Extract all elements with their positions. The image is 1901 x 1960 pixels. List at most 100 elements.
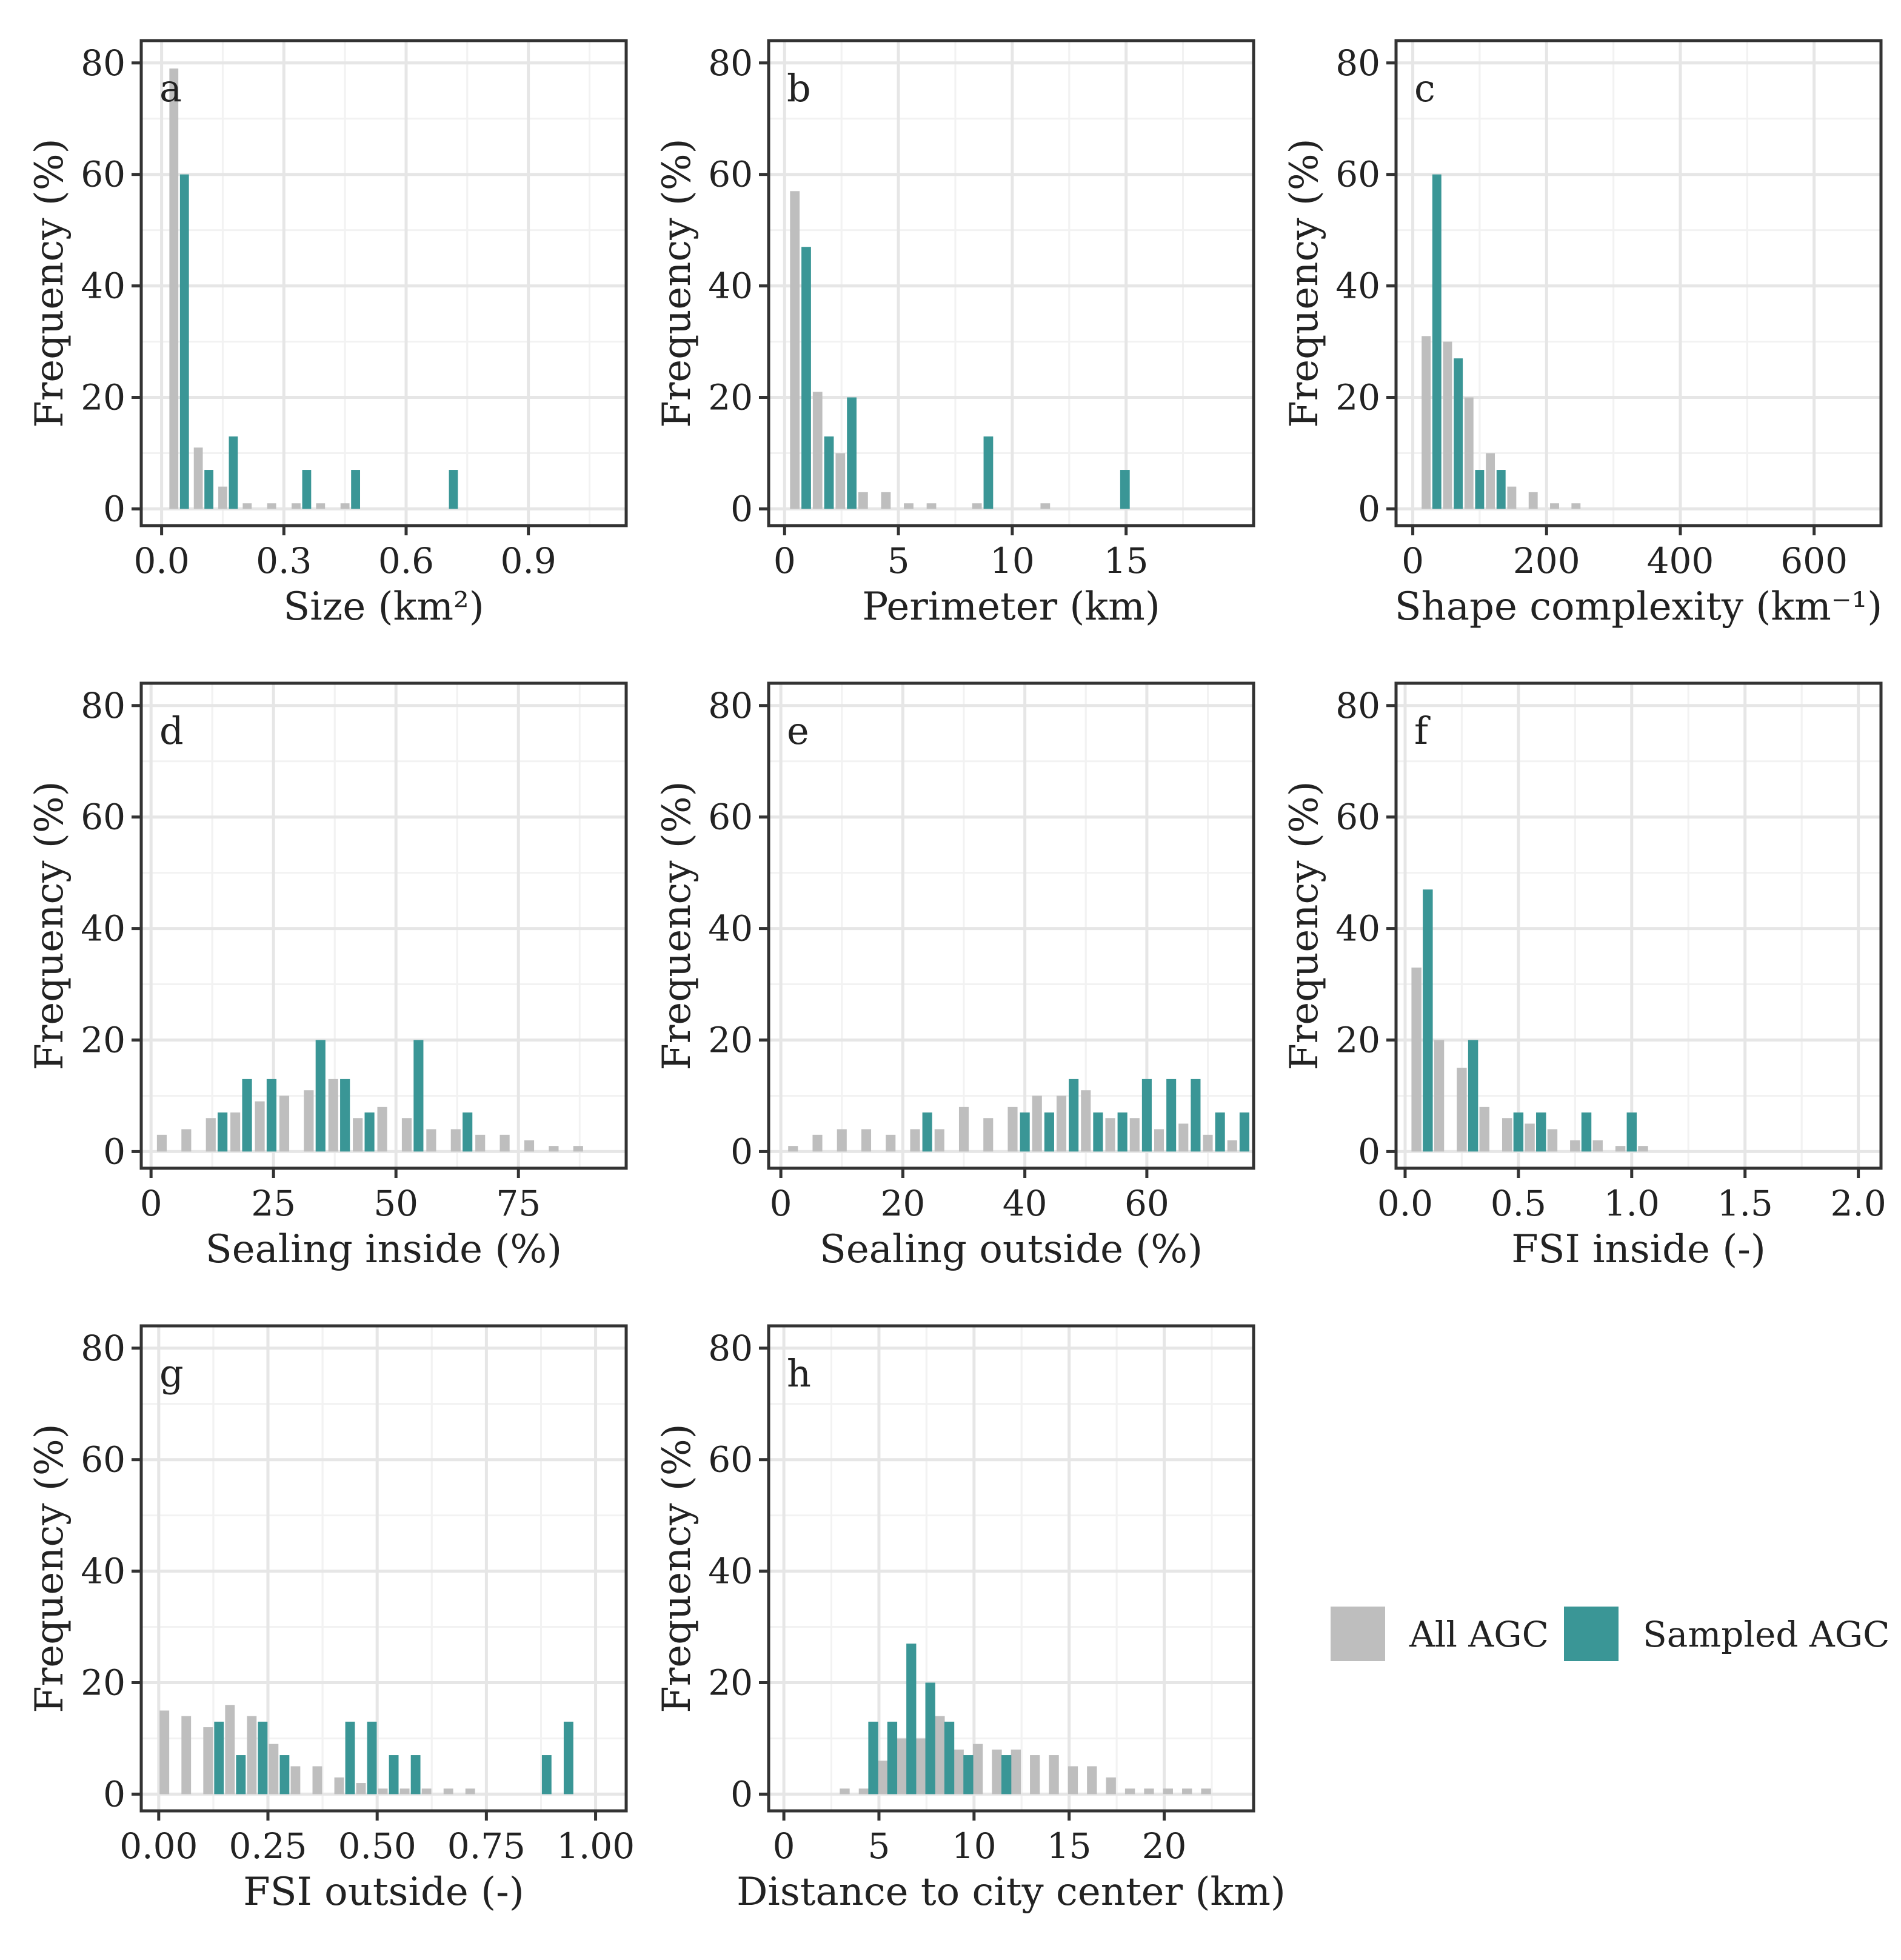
bar-sampled-agc — [389, 1755, 399, 1794]
bar-all-agc — [878, 1761, 888, 1794]
bar-all-agc — [858, 1788, 869, 1794]
bar-sampled-agc — [302, 470, 312, 509]
y-tick-label: 40 — [708, 1551, 753, 1592]
x-tick-label: 5 — [887, 540, 910, 581]
y-tick-label: 0 — [1358, 488, 1380, 529]
y-tick-label: 80 — [708, 1328, 753, 1369]
x-tick-label: 0.3 — [256, 540, 312, 581]
bar-all-agc — [1227, 1140, 1237, 1152]
bar-all-agc — [1592, 1140, 1603, 1152]
bar-all-agc — [1007, 1106, 1018, 1152]
panel-letter: h — [787, 1351, 811, 1396]
y-tick-label: 60 — [81, 1439, 125, 1480]
bar-all-agc — [328, 1079, 338, 1152]
bar-all-agc — [1030, 1755, 1040, 1794]
x-axis-title: FSI outside (-) — [243, 1870, 524, 1915]
bar-all-agc — [377, 1106, 387, 1152]
bar-sampled-agc — [1215, 1112, 1225, 1152]
bar-sampled-agc — [1626, 1112, 1637, 1152]
bar-all-agc — [1129, 1118, 1140, 1152]
x-axis-title: Distance to city center (km) — [737, 1870, 1286, 1915]
bar-all-agc — [401, 1118, 412, 1152]
y-tick-label: 60 — [1335, 154, 1380, 195]
x-tick-label: 15 — [1104, 540, 1149, 581]
legend-key-all-agc — [1331, 1607, 1385, 1661]
y-tick-label: 60 — [708, 154, 753, 195]
bar-sampled-agc — [229, 436, 238, 509]
bar-all-agc — [549, 1146, 559, 1152]
y-tick-label: 20 — [81, 1662, 125, 1704]
bar-all-agc — [1056, 1095, 1067, 1152]
bar-sampled-agc — [214, 1721, 224, 1794]
bar-sampled-agc — [1239, 1112, 1249, 1152]
bar-sampled-agc — [963, 1755, 974, 1794]
panel-g-border — [139, 1324, 628, 1813]
y-tick-label: 0 — [730, 488, 753, 529]
bar-all-agc — [312, 1766, 322, 1794]
bar-all-agc — [290, 1766, 301, 1794]
bar-sampled-agc — [1117, 1112, 1128, 1152]
bar-all-agc — [1550, 503, 1559, 509]
panel-d-border — [139, 681, 628, 1170]
panel-f: f 0 20 40 60 80 0.0 0.5 1.0 1.5 2.0 FSI inside (-) F… — [1282, 681, 1886, 1272]
bar-sampled-agc — [258, 1721, 268, 1794]
bar-all-agc — [1502, 1118, 1512, 1152]
x-axis-title: FSI inside (-) — [1511, 1227, 1766, 1272]
bar-sampled-agc — [1069, 1079, 1079, 1152]
y-tick-label: 20 — [708, 377, 753, 418]
bar-all-agc — [292, 503, 301, 509]
x-tick-label: 0 — [773, 1825, 795, 1867]
bar-sampled-agc — [242, 1079, 252, 1152]
x-tick-label: 400 — [1647, 540, 1714, 581]
legend-label: Sampled AGC — [1643, 1614, 1889, 1655]
bar-all-agc — [1049, 1755, 1059, 1794]
x-tick-label: 10 — [952, 1825, 997, 1867]
x-tick-label: 0 — [773, 540, 796, 581]
bar-all-agc — [1040, 503, 1051, 509]
x-axis-title: Sealing inside (%) — [205, 1227, 562, 1272]
y-tick-label: 60 — [708, 1439, 753, 1480]
x-tick-label: 20 — [880, 1183, 925, 1224]
x-axis-title: Shape complexity (km⁻¹) — [1395, 584, 1882, 629]
bar-all-agc — [837, 1129, 847, 1152]
bar-all-agc — [1507, 486, 1517, 509]
y-tick-label: 20 — [1335, 377, 1380, 418]
panel-c-plot-area — [1396, 41, 1881, 526]
bar-sampled-agc — [413, 1040, 424, 1152]
bar-all-agc — [340, 503, 350, 509]
bar-sampled-agc — [824, 436, 834, 509]
y-tick-label: 40 — [81, 266, 125, 307]
bar-sampled-agc — [1454, 358, 1463, 509]
bar-all-agc — [992, 1749, 1002, 1794]
x-tick-label: 0.50 — [338, 1825, 416, 1867]
x-tick-label: 60 — [1124, 1183, 1169, 1224]
bar-sampled-agc — [801, 247, 811, 509]
bar-sampled-agc — [463, 1112, 473, 1152]
y-axis-title: Frequency (%) — [1282, 138, 1327, 427]
y-tick-label: 80 — [81, 42, 125, 84]
panel-letter: b — [787, 66, 811, 110]
bar-all-agc — [910, 1129, 920, 1152]
y-tick-label: 60 — [708, 797, 753, 838]
bar-all-agc — [1528, 492, 1538, 509]
x-tick-label: 5 — [868, 1825, 890, 1867]
bar-all-agc — [858, 492, 868, 509]
y-tick-label: 0 — [730, 1131, 753, 1172]
panel-g: g 0 20 40 60 80 0.00 0.25 0.50 0.75 1.00 FSI outsid… — [27, 1324, 635, 1915]
y-tick-label: 0 — [730, 1773, 753, 1815]
x-tick-label: 0.0 — [1377, 1183, 1433, 1224]
bar-sampled-agc — [1001, 1755, 1012, 1794]
bar-all-agc — [1571, 503, 1581, 509]
y-axis-title: Frequency (%) — [27, 138, 72, 427]
panel-e-border — [767, 681, 1255, 1170]
x-tick-label: 2.0 — [1830, 1183, 1886, 1224]
y-tick-label: 40 — [708, 266, 753, 307]
x-tick-label: 25 — [251, 1183, 296, 1224]
bar-all-agc — [242, 503, 252, 509]
bar-all-agc — [1422, 336, 1431, 509]
panel-a: a 0 20 40 60 80 0.0 0.3 0.6 0.9 Size (km²) Frequenc… — [27, 39, 628, 629]
x-axis-title: Sealing outside (%) — [820, 1227, 1203, 1272]
bar-all-agc — [1547, 1129, 1558, 1152]
